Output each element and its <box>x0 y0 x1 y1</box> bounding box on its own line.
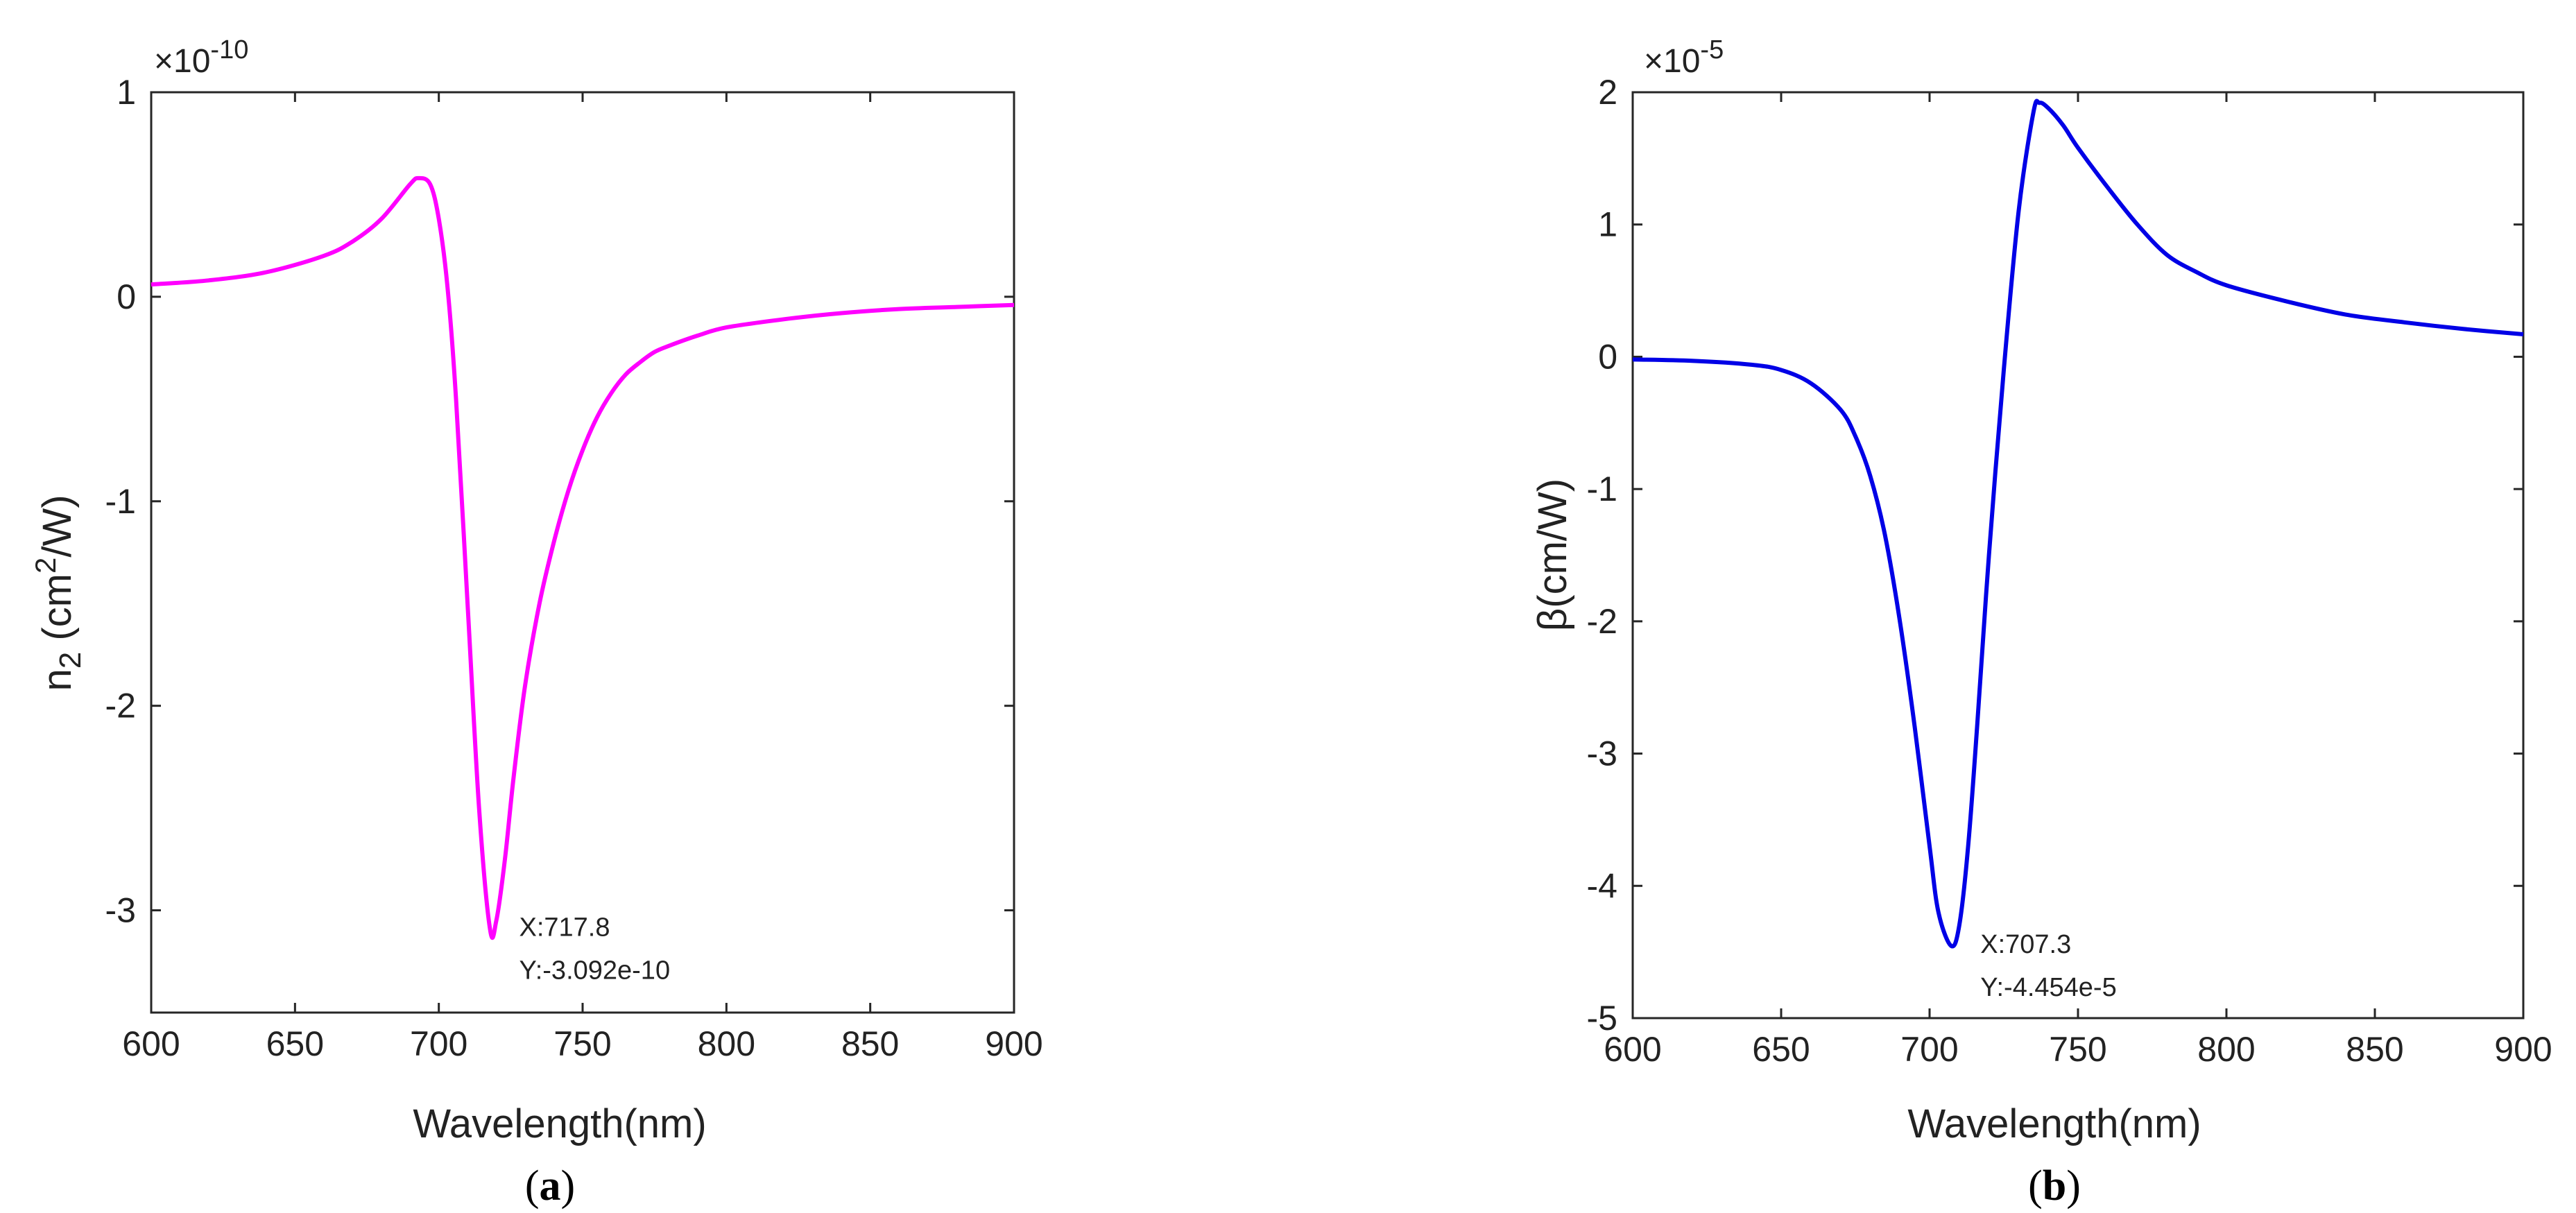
chart-b-series-line <box>1632 98 2524 949</box>
chart-a-y-axis-label: n2 (cm2/W) <box>29 494 87 691</box>
chart-b: ×10-5 β(cm/W) Wavelength(nm) (b) 600 650 7… <box>1530 35 2552 1210</box>
chart-b-multiplier-base: ×10 <box>1644 43 1700 80</box>
chart-a-x-axis-label: Wavelength(nm) <box>413 1101 706 1146</box>
chart-a-plot-frame <box>150 91 1015 1014</box>
chart-b-y-tick-label: 1 <box>1598 205 1617 244</box>
chart-a-y-tick-label: 1 <box>117 73 136 112</box>
chart-b-x-tick-label: 750 <box>2049 1030 2106 1069</box>
chart-a-multiplier-base: ×10 <box>154 43 210 80</box>
chart-a-y-tick-label: -2 <box>105 687 136 725</box>
chart-a-x-tick-label: 800 <box>698 1024 755 1063</box>
chart-b-y-tick-label: -3 <box>1587 734 1617 773</box>
chart-b-y-tick-label: -1 <box>1587 470 1617 508</box>
chart-b-datatip-x: X:707.3 <box>1980 930 2071 959</box>
chart-a-ylabel-unit-post: /W) <box>35 494 80 557</box>
chart-b-multiplier: ×10-5 <box>1644 35 1724 80</box>
chart-a-x-tick-label: 850 <box>841 1024 899 1063</box>
chart-a-multiplier: ×10-10 <box>154 35 248 80</box>
chart-a-y-tick-label: -1 <box>105 482 136 521</box>
chart-b-x-tick-label: 850 <box>2346 1030 2403 1069</box>
chart-a-y-tick-label: -3 <box>105 891 136 930</box>
chart-a-ylabel-unit-sup: 2 <box>29 558 62 574</box>
chart-a-ylabel-sub: 2 <box>53 652 87 669</box>
chart-a-ylabel-unit-pre: (cm <box>35 574 80 652</box>
chart-b-ylabel-main: β(cm/W) <box>1530 479 1575 631</box>
chart-b-plot-frame <box>1631 91 2525 1020</box>
chart-b-panel-letter: b <box>2043 1162 2066 1210</box>
chart-a-multiplier-exponent: -10 <box>210 35 248 64</box>
chart-b-panel-close: ) <box>2066 1162 2081 1210</box>
chart-b-panel-label: (b) <box>2028 1162 2081 1210</box>
chart-b-y-axis-label: β(cm/W) <box>1530 479 1575 631</box>
chart-a-x-tick-label: 700 <box>410 1024 467 1063</box>
chart-a-panel-close: ) <box>561 1162 576 1210</box>
chart-a-series-line <box>151 175 1015 940</box>
chart-b-x-tick-label: 800 <box>2197 1030 2255 1069</box>
chart-a: ×10-10 n2 (cm2/W) Wavelength(nm) (a) 600… <box>29 35 1043 1210</box>
chart-a-x-tick-label: 600 <box>122 1024 180 1063</box>
chart-b-x-tick-label: 650 <box>1752 1030 1810 1069</box>
chart-b-x-tick-label: 700 <box>1900 1030 1958 1069</box>
chart-b-y-tick-label: 2 <box>1598 73 1617 112</box>
chart-b-y-tick-label: -2 <box>1587 602 1617 641</box>
chart-a-x-tick-label: 650 <box>266 1024 324 1063</box>
chart-a-panel-label: (a) <box>525 1162 575 1210</box>
chart-b-multiplier-exponent: -5 <box>1700 35 1724 64</box>
chart-a-x-tick-label: 900 <box>985 1024 1042 1063</box>
chart-a-y-tick-label: 0 <box>117 277 136 316</box>
chart-a-panel-letter: a <box>540 1162 561 1210</box>
chart-b-panel-open: ( <box>2028 1162 2043 1210</box>
chart-a-datatip-x: X:717.8 <box>519 913 610 943</box>
chart-a-panel-open: ( <box>525 1162 540 1210</box>
chart-a-ylabel-main: n <box>35 669 80 691</box>
chart-a-x-tick-label: 750 <box>553 1024 611 1063</box>
chart-b-y-tick-label: 0 <box>1598 337 1617 376</box>
chart-b-x-axis-label: Wavelength(nm) <box>1907 1101 2201 1146</box>
chart-b-y-tick-label: -4 <box>1587 866 1617 905</box>
chart-b-x-tick-label: 900 <box>2494 1030 2552 1069</box>
chart-b-y-tick-label: -5 <box>1587 999 1617 1038</box>
chart-b-x-tick-label: 600 <box>1604 1030 1661 1069</box>
chart-b-datatip-y: Y:-4.454e-5 <box>1980 973 2116 1002</box>
chart-a-datatip-y: Y:-3.092e-10 <box>519 956 670 986</box>
